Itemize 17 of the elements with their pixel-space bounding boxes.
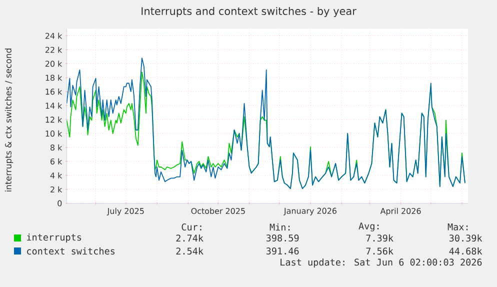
text: 7.56k — [366, 247, 394, 255]
text: Last update: Sat Jun 6 02:00:03 2026 — [280, 258, 482, 268]
text: Min: — [270, 223, 290, 231]
text: Max: — [448, 224, 468, 230]
text: 2.74k — [176, 234, 204, 242]
text: 44.68k — [449, 247, 482, 255]
text: Avg: — [358, 222, 379, 232]
chart-title: Interrupts and context switches - by year — [142, 6, 356, 18]
text: 30.39k — [449, 234, 482, 242]
text: Cur: — [182, 224, 202, 230]
text: 2.54k — [176, 247, 204, 255]
text: 7.39k — [366, 234, 394, 242]
text: 391.46 — [266, 248, 299, 254]
y-axis-title: interrupts & ctx switches / second — [4, 48, 14, 192]
legend-label: context switches — [27, 247, 115, 255]
text: 398.59 — [266, 234, 299, 242]
legend-label: interrupts — [27, 234, 82, 242]
